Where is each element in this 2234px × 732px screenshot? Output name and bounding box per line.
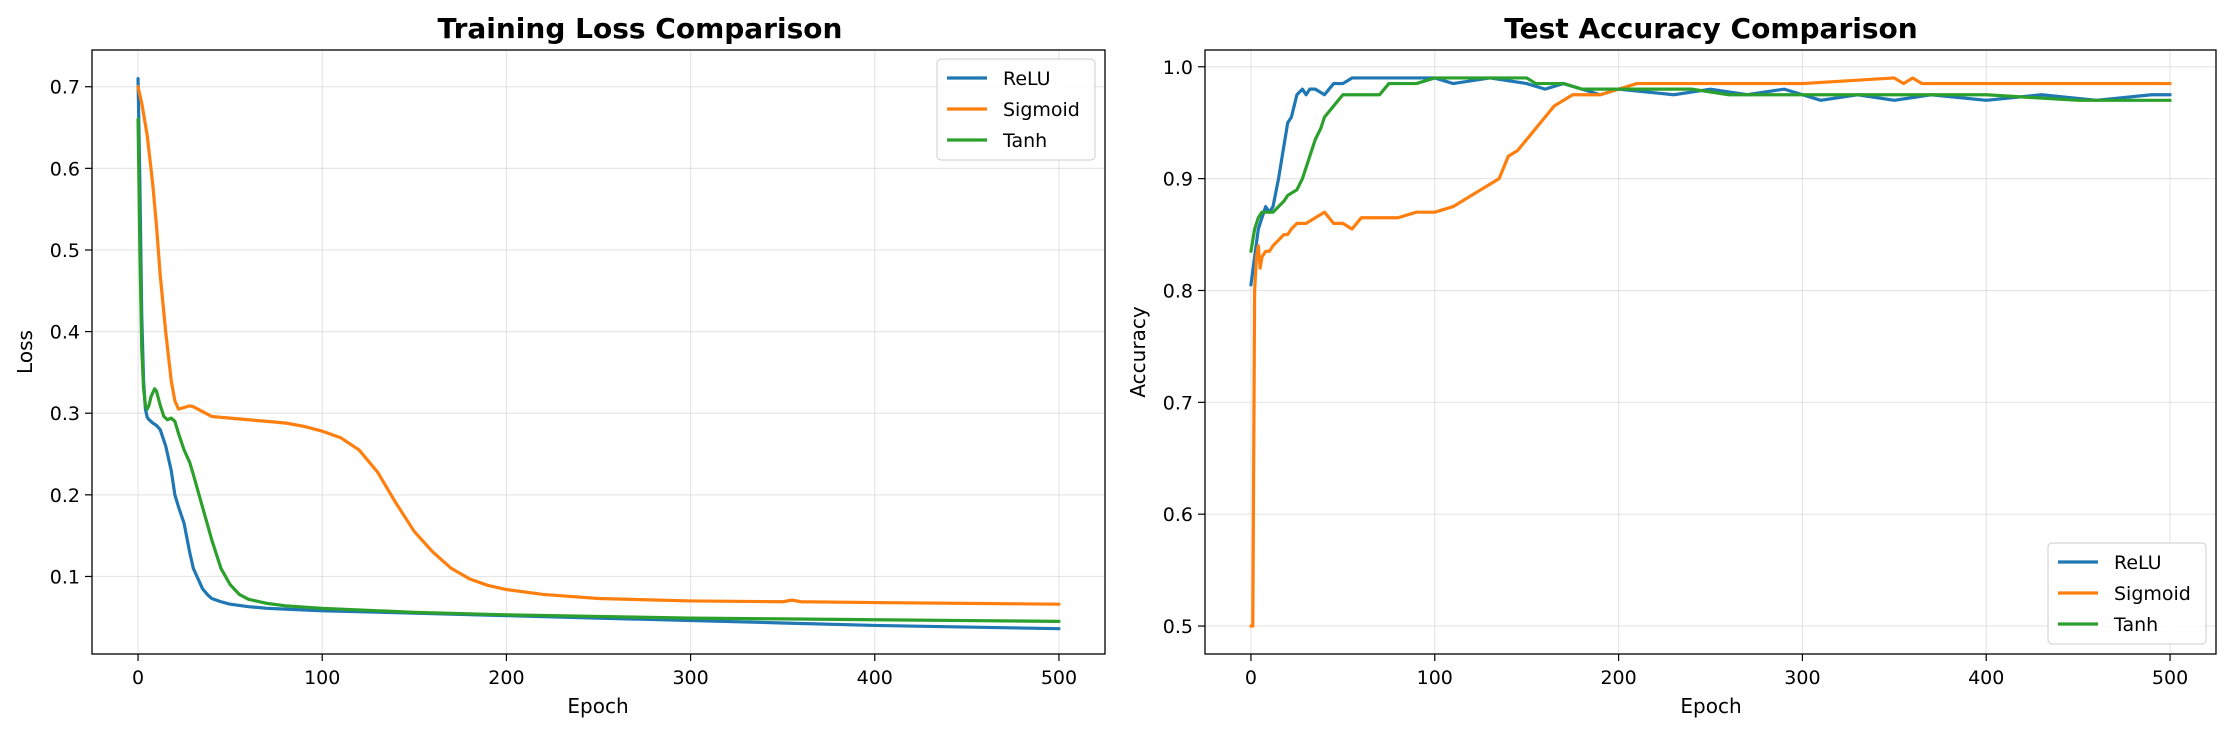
legend: ReLU Sigmoid Tanh — [2047, 542, 2207, 645]
series-line-tanh — [1249, 76, 2172, 253]
x-axis-label: Epoch — [567, 694, 628, 718]
chart-title: Test Accuracy Comparison — [1504, 12, 1917, 45]
axis-ticks: 0 100 200 300 400 500 0.5 0.6 0.7 0.8 0.9 1.0 — [1163, 57, 2188, 689]
x-axis-label: Epoch — [1680, 694, 1741, 718]
x-tick-label: 100 — [304, 667, 340, 689]
y-tick-label: 0.2 — [50, 485, 80, 507]
y-tick-label: 0.7 — [50, 77, 80, 99]
legend-item-tanh: Tanh — [2058, 614, 2158, 636]
test-accuracy-chart: Test Accuracy Comparison 0 100 200 300 400 50… — [1126, 12, 2217, 718]
legend-label: Sigmoid — [1003, 99, 1080, 121]
x-tick-label: 500 — [2152, 667, 2188, 689]
chart-title: Training Loss Comparison — [438, 12, 843, 45]
legend-box — [2047, 542, 2207, 645]
series-line-sigmoid — [1249, 76, 2172, 628]
y-tick-label: 0.8 — [1163, 280, 1193, 302]
y-tick-label: 0.5 — [50, 240, 80, 262]
x-tick-label: 200 — [1600, 667, 1636, 689]
x-tick-label: 400 — [1968, 667, 2004, 689]
plot-frame — [1204, 49, 2217, 655]
y-tick-label: 1.0 — [1163, 57, 1193, 79]
legend-item-relu: ReLU — [947, 68, 1051, 90]
series-line-sigmoid — [136, 85, 1061, 606]
legend-label: Tanh — [2113, 614, 2158, 636]
legend-label: Tanh — [1002, 130, 1047, 152]
legend-item-tanh: Tanh — [947, 130, 1047, 152]
y-axis-label: Accuracy — [1126, 306, 1150, 397]
legend-box — [936, 58, 1096, 161]
x-tick-label: 0 — [132, 667, 144, 689]
axis-ticks: 0 100 200 300 400 500 0.1 0.2 0.3 0.4 0.5 0.6 0.7 — [50, 77, 1077, 689]
legend-item-sigmoid: Sigmoid — [947, 99, 1080, 121]
y-tick-label: 0.3 — [50, 403, 80, 425]
plot-frame — [91, 49, 1106, 655]
x-tick-label: 0 — [1245, 667, 1257, 689]
series-lines — [136, 76, 1061, 631]
x-tick-label: 300 — [1784, 667, 1820, 689]
training-loss-chart: Training Loss Comparison 0 100 200 300 400 50… — [13, 12, 1106, 718]
legend-label: ReLU — [2114, 552, 2162, 574]
series-line-tanh — [136, 117, 1061, 623]
y-tick-label: 0.5 — [1163, 616, 1193, 638]
y-axis-label: Loss — [13, 330, 37, 374]
series-lines — [1249, 76, 2172, 628]
legend-label: Sigmoid — [2114, 583, 2191, 605]
y-tick-label: 0.7 — [1163, 392, 1193, 414]
y-tick-label: 0.1 — [50, 566, 80, 588]
x-tick-label: 500 — [1041, 667, 1077, 689]
x-tick-label: 200 — [488, 667, 524, 689]
y-tick-label: 0.4 — [50, 322, 80, 344]
legend-label: ReLU — [1003, 68, 1051, 90]
x-tick-label: 400 — [857, 667, 893, 689]
legend: ReLU Sigmoid Tanh — [936, 58, 1096, 161]
x-tick-label: 100 — [1417, 667, 1453, 689]
y-tick-label: 0.9 — [1163, 169, 1193, 191]
legend-item-sigmoid: Sigmoid — [2058, 583, 2191, 605]
legend-item-relu: ReLU — [2058, 552, 2162, 574]
y-tick-label: 0.6 — [1163, 504, 1193, 526]
x-tick-label: 300 — [672, 667, 708, 689]
y-tick-label: 0.6 — [50, 158, 80, 180]
grid — [92, 50, 1105, 654]
